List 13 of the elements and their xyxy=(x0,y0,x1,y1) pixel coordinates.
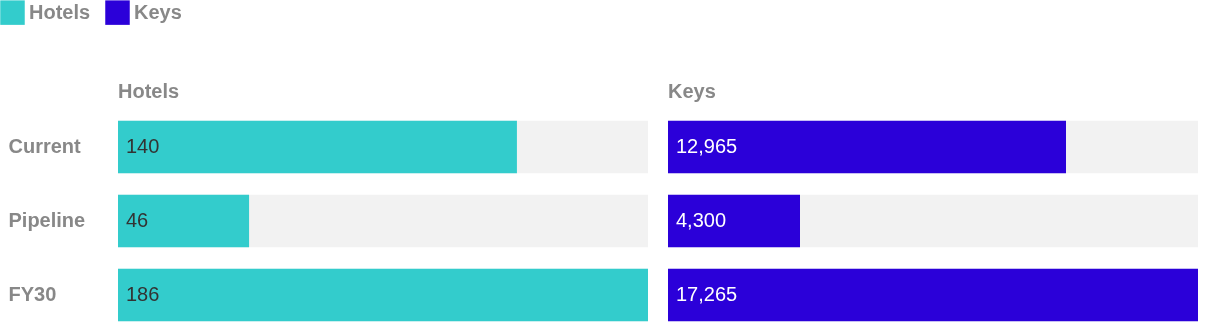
y-tick-label: Current xyxy=(8,135,82,158)
chart-title: Hotels xyxy=(118,80,180,102)
data-label: 4,300 xyxy=(676,209,727,231)
chart-title: Keys xyxy=(668,80,716,102)
data-label: 140 xyxy=(126,135,160,158)
data-label: 17,265 xyxy=(676,282,738,305)
y-tick-label: Pipeline xyxy=(8,209,86,231)
legend-label: Hotels xyxy=(29,0,91,23)
legend-label: Keys xyxy=(134,0,182,23)
data-label: 46 xyxy=(126,209,149,231)
y-tick-label: FY30 xyxy=(8,282,57,305)
data-label: 186 xyxy=(126,282,160,305)
data-label: 12,965 xyxy=(676,135,738,158)
